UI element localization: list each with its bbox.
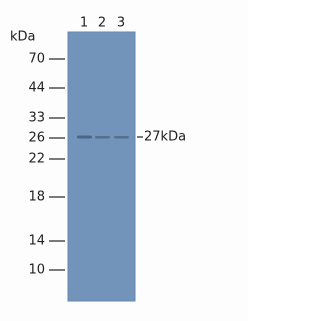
marker-label: 70 [28,52,45,67]
marker-label: 33 [28,111,45,126]
band-label: 27kDa [144,130,186,145]
unit-label: kDa [10,30,36,45]
band [95,136,110,139]
marker-label: 26 [28,131,45,146]
blot-membrane [68,32,135,301]
marker-label: 44 [28,81,45,96]
marker-label: 18 [28,190,45,205]
lane-label: 3 [117,16,125,31]
band [114,136,129,139]
marker-label: 22 [28,152,45,167]
marker-label: 10 [28,263,45,278]
page: kDa 1 2 3 70 44 33 26 22 18 14 10 27kDa … [0,0,320,321]
lane-label: 1 [80,16,88,31]
blot-figure: kDa 1 2 3 70 44 33 26 22 18 14 10 27kDa [0,0,248,321]
lane-label: 2 [98,16,106,31]
band [77,136,92,139]
marker-label: 14 [28,234,45,249]
